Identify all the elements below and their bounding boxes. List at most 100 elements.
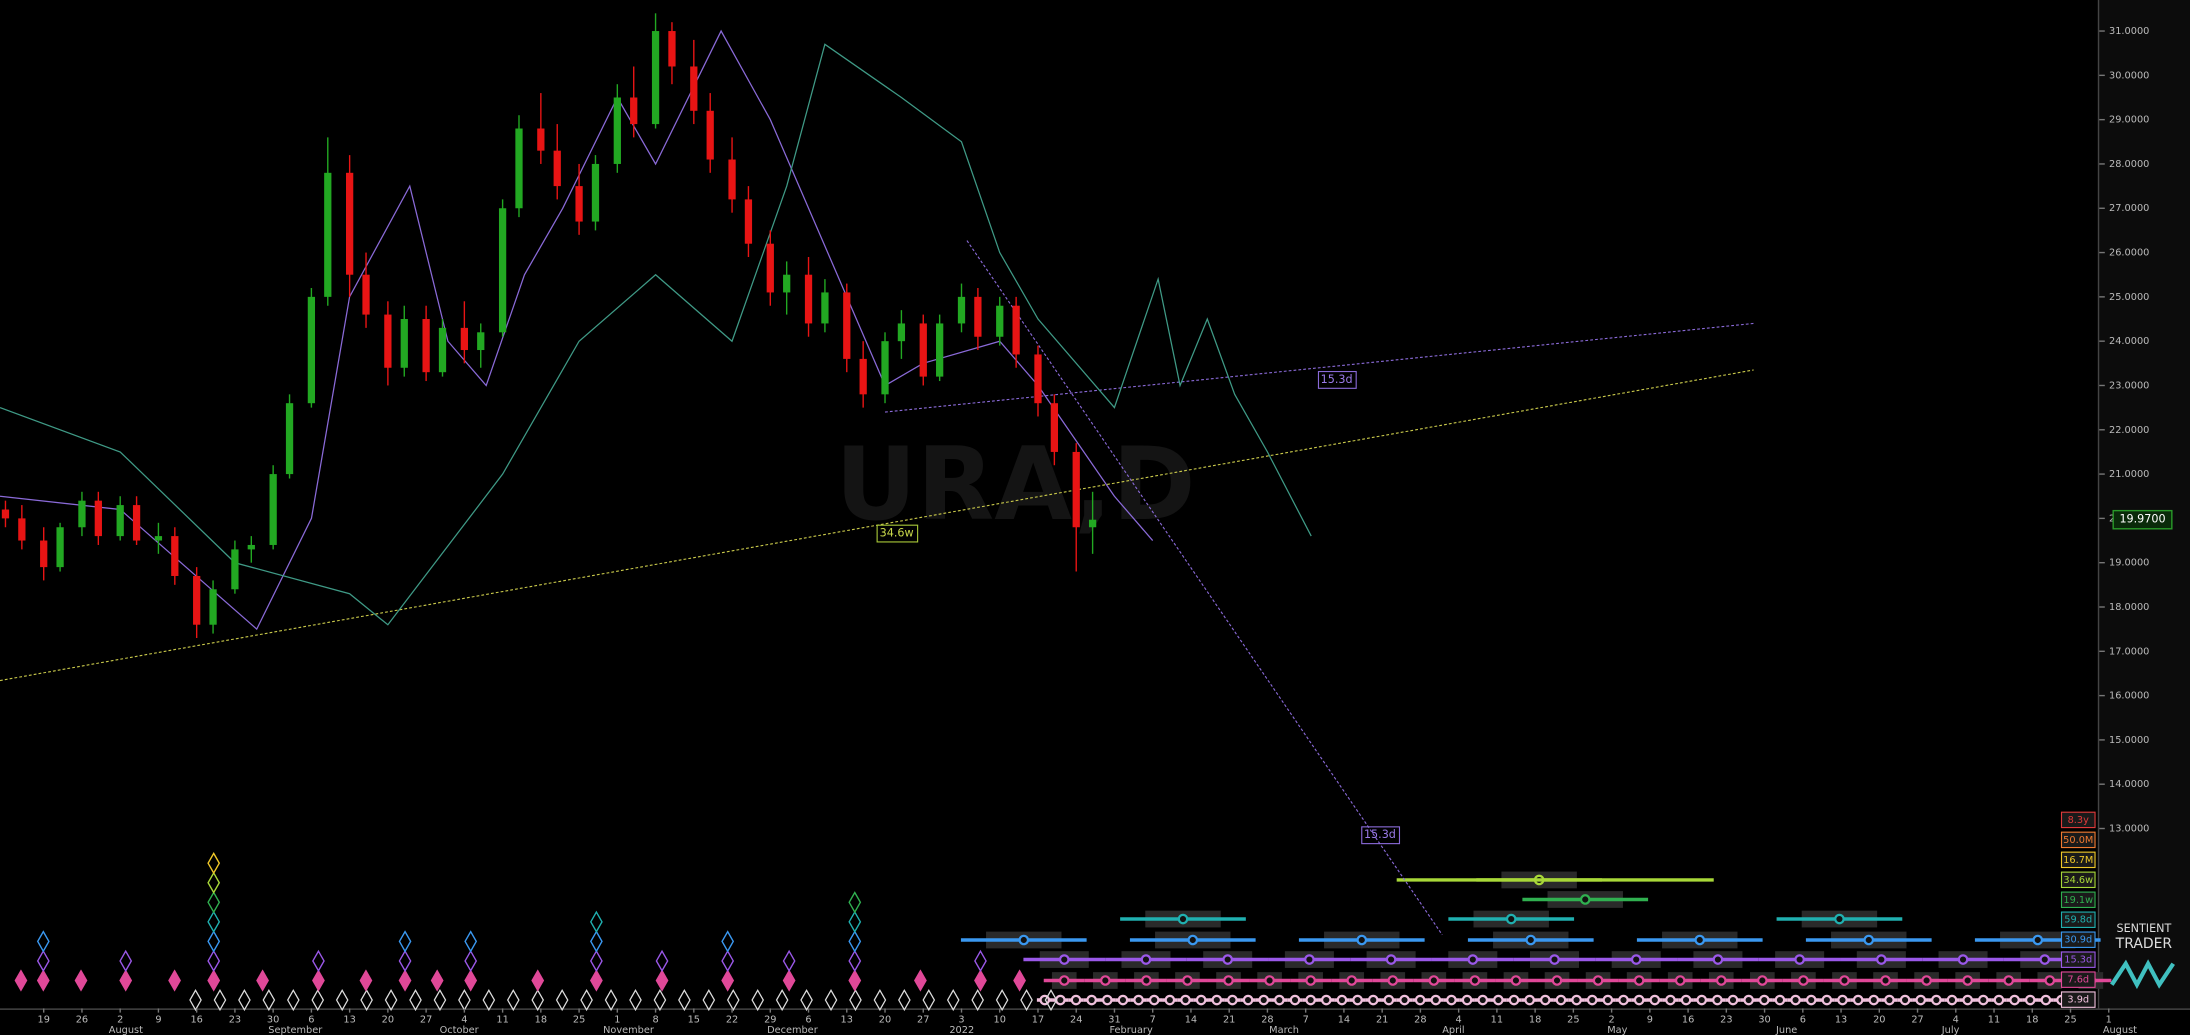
x-tick-label: 22: [726, 1015, 738, 1026]
candle-body: [1, 509, 10, 519]
candle-body: [651, 31, 660, 125]
x-tick-label: 2: [1608, 1015, 1614, 1026]
cycle-node: [1993, 994, 2005, 1006]
cycle-node: [1086, 994, 1097, 1006]
trough-diamond: [589, 969, 603, 992]
candle-body: [744, 199, 753, 244]
cycle-node: [1141, 975, 1152, 986]
cycle-node: [2024, 994, 2036, 1006]
y-tick-label: 24.0000: [2109, 336, 2149, 347]
cycle-node: [1304, 954, 1315, 965]
trough-diamond: [506, 989, 520, 1012]
trough-diamond: [207, 969, 221, 992]
cycle-node: [1715, 975, 1727, 986]
trough-diamond: [1044, 989, 1058, 1012]
trough-diamond: [800, 989, 813, 1012]
cycle-node: [1790, 994, 1801, 1006]
candle-body: [78, 500, 86, 528]
cycle-node: [1058, 975, 1070, 986]
cycle-node: [1223, 975, 1234, 986]
month-label: August: [109, 1025, 143, 1035]
cycle-node: [1140, 954, 1152, 965]
x-tick-label: 1: [614, 1015, 620, 1026]
y-tick-label: 29.0000: [2109, 115, 2149, 126]
cycle-node: [1712, 994, 1723, 1006]
x-tick-label: 14: [1338, 1015, 1350, 1026]
trough-diamond: [36, 930, 50, 953]
trough-diamond: [207, 891, 221, 914]
cycle-node: [1852, 994, 1864, 1006]
x-tick-label: 21: [1223, 1015, 1235, 1026]
cycle-node: [1757, 975, 1768, 986]
annotation: 34.6w: [880, 527, 914, 540]
cycle-node: [1837, 994, 1848, 1006]
x-tick-label: 10: [994, 1015, 1006, 1026]
candle-body: [591, 163, 600, 222]
trough-diamond: [848, 910, 862, 934]
cycle-node: [1399, 994, 1410, 1006]
cycle-node: [1915, 994, 1927, 1006]
cycle-node: [1133, 994, 1144, 1006]
cycle-node: [1876, 954, 1887, 965]
x-tick-label: 25: [2064, 1015, 2076, 1026]
candle-body: [498, 208, 507, 333]
trough-diamond: [207, 910, 221, 934]
cycle-node: [1798, 975, 1809, 986]
y-tick-label: 16.0000: [2109, 691, 2149, 702]
trough-diamond: [604, 989, 618, 1012]
candle-body: [821, 292, 829, 324]
x-tick-label: 19: [37, 1015, 49, 1026]
cycle-node: [1222, 954, 1233, 965]
cycle-node: [1467, 954, 1479, 965]
x-tick-label: 6: [1800, 1015, 1806, 1026]
candle-body: [766, 243, 774, 293]
cycle-legend-label: 34.6w: [2063, 875, 2093, 886]
candle-body: [728, 159, 736, 200]
month-label: November: [603, 1025, 655, 1035]
cycle-legend-label: 50.0M: [2063, 835, 2093, 846]
cycle-node: [1461, 994, 1473, 1006]
candle-body: [919, 323, 927, 377]
x-tick-label: 1: [2106, 1015, 2112, 1026]
trough-diamond: [775, 989, 789, 1012]
cycle-legend-label: 16.7M: [2063, 855, 2093, 866]
trough-diamond: [207, 871, 221, 894]
cycle-node: [1070, 994, 1082, 1006]
cycle-node: [1834, 913, 1845, 925]
trough-diamond: [213, 989, 227, 1012]
candle-body: [1072, 451, 1080, 528]
cycle-node: [1633, 975, 1645, 986]
x-tick-label: 25: [1567, 1015, 1579, 1026]
annotation-box: [876, 524, 919, 543]
candle-body: [116, 505, 124, 537]
x-tick-label: 11: [496, 1015, 508, 1026]
x-tick-label: 16: [190, 1015, 202, 1026]
plot-area: [0, 13, 1754, 936]
trough-diamond: [74, 969, 88, 992]
trough-diamond: [782, 969, 796, 992]
trough-diamond: [678, 989, 691, 1012]
cycle-node: [1055, 994, 1066, 1006]
trough-diamond: [189, 989, 202, 1012]
x-tick-label: 2: [117, 1015, 123, 1026]
cycle-node: [1805, 994, 1817, 1006]
candle-body: [630, 97, 638, 125]
candle-body: [384, 314, 392, 368]
trough-diamond: [721, 949, 735, 973]
trough-diamond: [207, 851, 221, 875]
cycle-node: [1774, 994, 1786, 1006]
cycle-node: [1977, 994, 1989, 1006]
candle-body: [171, 536, 179, 576]
candle-body: [346, 172, 354, 275]
x-tick-label: 20: [879, 1015, 891, 1026]
candle-body: [783, 274, 791, 293]
cycle-node: [1602, 994, 1614, 1006]
cycle-node: [1899, 994, 1911, 1006]
trough-diamond: [974, 969, 987, 992]
trough-diamond: [286, 989, 300, 1012]
cycle-node: [1946, 994, 1958, 1006]
candle-body: [881, 341, 889, 395]
trough-diamond: [898, 989, 911, 1012]
cycle-node: [1305, 975, 1316, 986]
